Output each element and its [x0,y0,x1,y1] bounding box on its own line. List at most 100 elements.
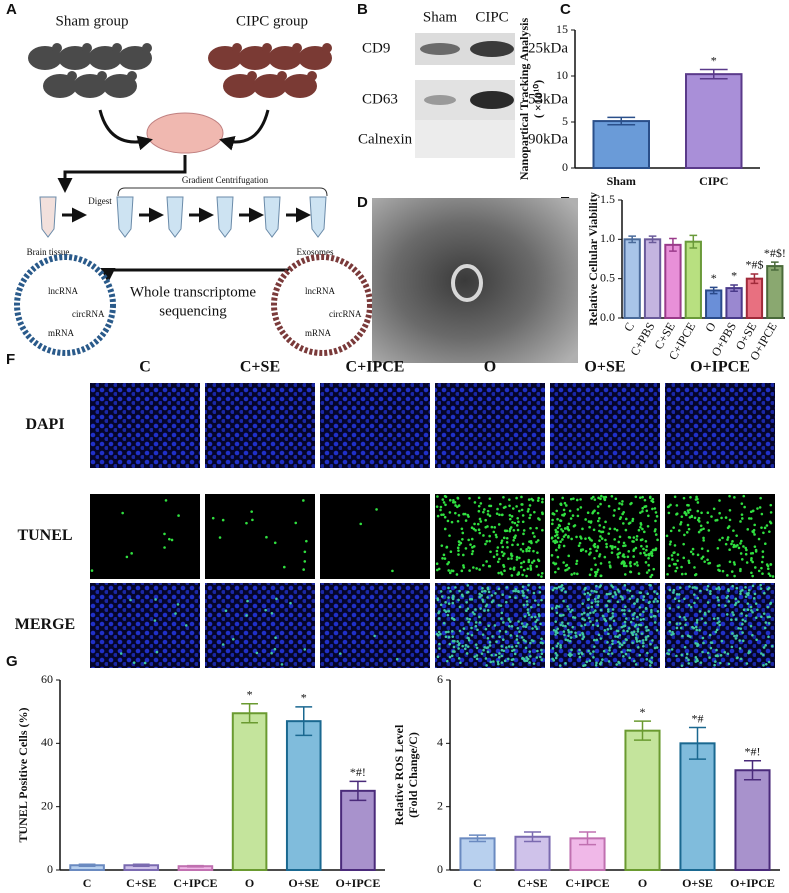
tunel-dot [488,644,492,647]
tunel-dot [502,563,505,567]
micrograph [90,383,200,468]
tunel-dot [462,566,466,569]
tunel-dot [679,626,683,630]
tunel-dot [682,496,686,500]
tunel-dot [449,590,452,593]
tunel-dot [224,609,228,613]
tunel-dot [486,637,490,640]
tunel-dot [530,561,534,564]
micrograph [320,494,430,579]
tunel-dot [486,513,490,516]
tunel-dot [511,543,514,547]
tunel-dot [531,627,534,630]
tunel-dot [480,590,484,593]
tube-icon [263,196,281,238]
tunel-dot [517,641,520,645]
tunel-dot [706,549,710,553]
tunel-dot [506,545,509,549]
tunel-dot [528,516,531,520]
tunel-dot [521,594,525,597]
tunel-dot [581,631,584,635]
tunel-dot [516,626,520,630]
tunel-dot [622,629,625,632]
tunel-dot [644,505,648,508]
tunel-dot [485,664,488,667]
tunel-dot [493,624,497,627]
tunel-dot [608,527,612,531]
tunel-dot [564,624,567,628]
tunel-dot [501,513,504,517]
tunel-dot [458,629,462,633]
tunel-dot [567,607,570,611]
tunel-dot [604,495,608,499]
tunel-dot [494,592,497,595]
tunel-dot [562,613,565,617]
tunel-dot [568,640,572,643]
tunel-dot [451,639,455,643]
tunel-dot [163,532,166,536]
tunel-dot [599,584,603,587]
tunel-dot [559,614,563,617]
tunel-dot [686,509,690,512]
tunel-dot [440,513,443,517]
tunel-dot [211,516,215,520]
tunel-dot [457,543,461,547]
tunel-dot [533,510,536,514]
tunel-dot [500,611,504,615]
tunel-dot [607,532,611,535]
tunel-dot [628,656,631,660]
tunel-dot [486,609,490,612]
tunel-dot [521,550,525,553]
tunel-dot [510,515,514,518]
tunel-dot [754,550,758,553]
tunel-dot [245,614,248,617]
tunel-dot [594,664,598,667]
tunel-dot [520,503,524,506]
tunel-dot [439,603,443,607]
tunel-dot [676,553,680,556]
tunel-dot [375,508,378,511]
tunel-dot [651,507,654,511]
tunel-dot [739,520,742,523]
tunel-dot [702,536,705,540]
tunel-dot [700,511,703,515]
tunel-dot [265,535,268,539]
tunel-dot [588,573,592,577]
tunel-dot [666,652,669,655]
tunel-dot [684,513,688,517]
tunel-dot [479,520,483,523]
tunel-dot [629,570,632,574]
tunel-dot [654,519,657,523]
tunel-dot [750,557,753,560]
tunel-dot [457,598,460,602]
tunel-dot [510,554,513,557]
significance-label: * [301,691,307,705]
exosome-icon [14,254,116,356]
tunel-dot [456,640,459,643]
tunel-dot [523,615,527,618]
tunel-dot [522,529,526,532]
tunel-dot [437,567,441,571]
tunel-dot [763,526,767,530]
tunel-dot [734,618,738,621]
tunel-dot [726,536,730,539]
tunel-dot [739,657,743,661]
tunel-dot [483,609,486,612]
tunel-dot [618,661,621,665]
tunel-dot [476,522,480,526]
tunel-dot [554,528,558,532]
tunel-dot [595,590,598,594]
tunel-dot [683,511,687,515]
tunel-dot [718,587,721,591]
tunel-dot [674,562,677,566]
y-tick-label: 2 [437,798,443,812]
error-bar [689,234,698,249]
tunel-dot [562,630,566,633]
tunel-dot [693,516,697,520]
mouse-ear [307,71,317,81]
row-header: MERGE [15,616,75,633]
tunel-dot [611,595,615,598]
tunel-dot [732,529,735,532]
tunel-dot [119,652,123,655]
tunel-dot [752,597,756,600]
